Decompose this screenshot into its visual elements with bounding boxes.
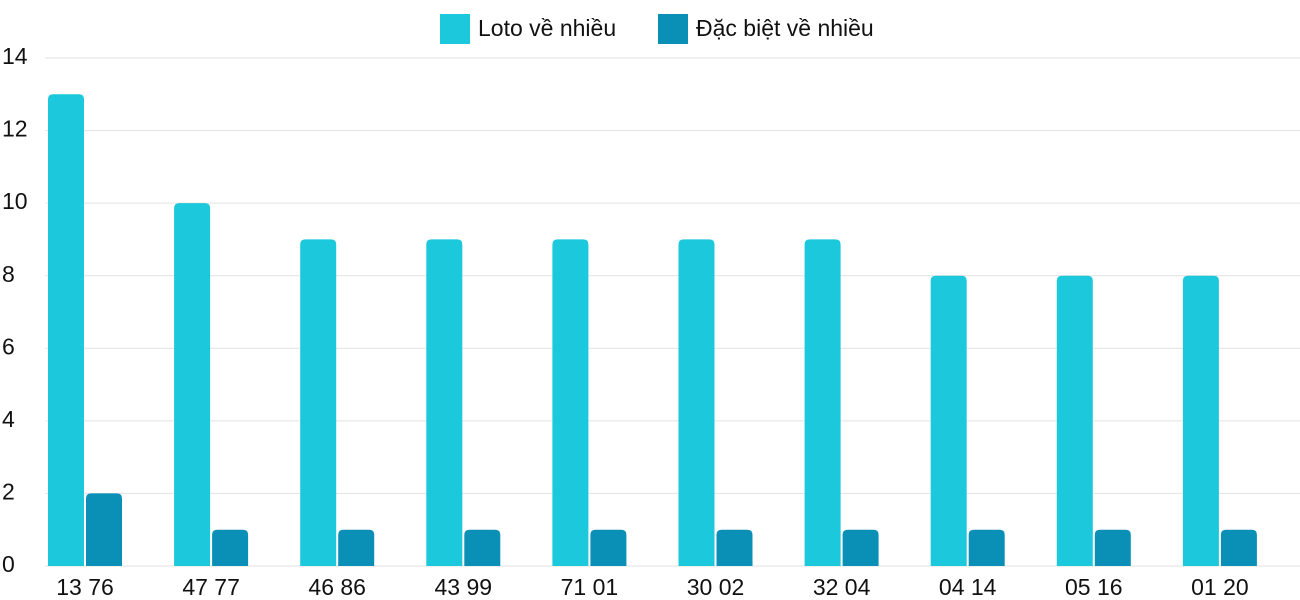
legend-swatch: [440, 14, 470, 44]
bar: [426, 239, 463, 566]
bar: [552, 239, 589, 566]
y-tick-label: 10: [2, 188, 28, 214]
y-tick-label: 8: [2, 261, 15, 287]
bar: [968, 529, 1005, 566]
legend-swatch: [658, 14, 688, 44]
bar: [174, 203, 211, 566]
bar: [1182, 275, 1219, 566]
bar: [842, 529, 879, 566]
x-tick-label: 04 14: [939, 574, 997, 600]
bar: [930, 275, 967, 566]
bar: [1220, 529, 1257, 566]
bar: [464, 529, 501, 566]
bar: [716, 529, 753, 566]
x-tick-label: 05 16: [1065, 574, 1123, 600]
bar: [338, 529, 375, 566]
x-tick-label: 32 04: [813, 574, 871, 600]
legend-label: Loto về nhiều: [478, 15, 616, 41]
bar: [212, 529, 249, 566]
bar: [678, 239, 715, 566]
bar: [48, 94, 84, 567]
y-tick-label: 14: [2, 43, 28, 69]
y-tick-label: 2: [2, 479, 15, 505]
bar: [300, 239, 337, 566]
x-tick-label: 47 77: [182, 574, 240, 600]
y-tick-label: 4: [2, 406, 15, 432]
y-tick-label: 6: [2, 333, 15, 359]
legend-label: Đặc biệt về nhiều: [696, 15, 874, 41]
x-tick-label: 43 99: [435, 574, 493, 600]
x-tick-label: 13 76: [56, 574, 114, 600]
bar: [1056, 275, 1093, 566]
x-tick-label: 01 20: [1191, 574, 1249, 600]
x-tick-label: 46 86: [308, 574, 366, 600]
bar: [1094, 529, 1131, 566]
bar: [804, 239, 841, 566]
bar: [86, 493, 122, 566]
x-tick-label: 71 01: [561, 574, 619, 600]
bar: [590, 529, 627, 566]
y-tick-label: 0: [2, 551, 15, 577]
y-tick-label: 12: [2, 116, 28, 142]
x-tick-label: 30 02: [687, 574, 745, 600]
